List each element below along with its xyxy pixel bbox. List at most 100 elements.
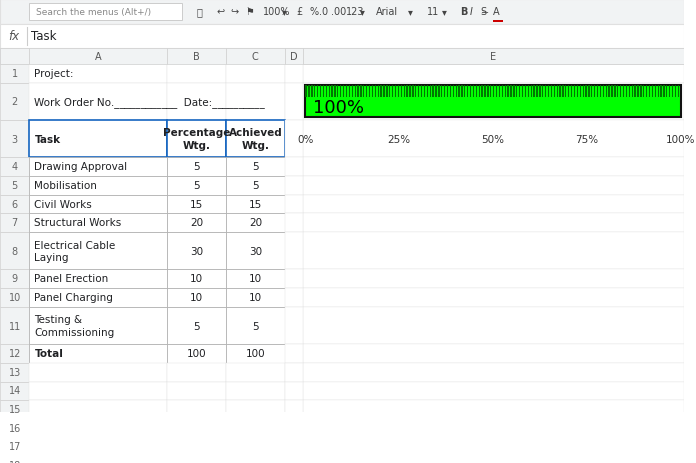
Bar xyxy=(0,177,683,195)
Bar xyxy=(0,419,29,438)
Bar xyxy=(0,65,29,83)
Text: Panel Charging: Panel Charging xyxy=(34,293,113,302)
Bar xyxy=(565,86,567,98)
Text: 20: 20 xyxy=(190,218,203,228)
Text: 5: 5 xyxy=(252,181,259,191)
Bar xyxy=(167,270,226,288)
Bar xyxy=(441,86,443,98)
Bar xyxy=(545,86,546,98)
Bar xyxy=(649,86,650,98)
Bar xyxy=(340,86,341,98)
Bar xyxy=(351,86,353,98)
Bar xyxy=(29,177,167,195)
Bar xyxy=(167,344,226,363)
Bar xyxy=(285,307,303,344)
Bar xyxy=(354,86,356,98)
Text: 10: 10 xyxy=(8,293,21,302)
Bar xyxy=(0,83,683,121)
Bar xyxy=(519,86,521,98)
Bar xyxy=(533,86,535,98)
Bar xyxy=(510,86,512,98)
Text: 100%: 100% xyxy=(263,7,291,18)
Text: 5: 5 xyxy=(193,181,200,191)
Bar xyxy=(580,86,581,98)
Bar xyxy=(528,86,529,98)
Text: Structural Works: Structural Works xyxy=(34,218,122,228)
Bar xyxy=(0,158,683,177)
Bar xyxy=(502,86,503,98)
Text: 16: 16 xyxy=(8,423,21,433)
Text: 10: 10 xyxy=(248,274,262,284)
Bar xyxy=(226,158,285,177)
Text: ▾: ▾ xyxy=(361,7,365,18)
Bar xyxy=(29,65,167,83)
Bar xyxy=(331,86,333,98)
Bar xyxy=(651,86,653,98)
Bar xyxy=(285,438,303,457)
Bar xyxy=(167,307,226,344)
Text: A: A xyxy=(95,52,102,62)
Text: ↩: ↩ xyxy=(216,7,224,18)
Bar xyxy=(577,86,578,98)
Bar xyxy=(0,232,683,270)
Bar xyxy=(167,83,226,121)
Text: 7: 7 xyxy=(12,218,18,228)
Text: %: % xyxy=(310,7,319,18)
Bar xyxy=(0,177,29,195)
Text: 10: 10 xyxy=(190,274,203,284)
Bar xyxy=(638,86,639,98)
Bar xyxy=(553,86,555,98)
Bar xyxy=(167,195,226,214)
Bar xyxy=(303,419,683,438)
Bar xyxy=(285,49,303,65)
Bar xyxy=(493,86,494,98)
Text: ↪: ↪ xyxy=(231,7,239,18)
Text: Project:: Project: xyxy=(34,69,74,79)
Bar xyxy=(447,86,448,98)
Bar xyxy=(548,86,549,98)
Bar xyxy=(226,177,285,195)
Text: 17: 17 xyxy=(8,442,21,451)
Bar xyxy=(631,86,633,98)
Bar xyxy=(226,363,285,382)
Bar xyxy=(0,419,683,438)
Bar xyxy=(0,457,683,463)
Text: Mobilisation: Mobilisation xyxy=(34,181,97,191)
Bar xyxy=(0,121,29,158)
Bar xyxy=(303,400,683,419)
Text: 2: 2 xyxy=(12,97,18,107)
Bar xyxy=(588,86,590,98)
Bar xyxy=(167,214,226,232)
Bar xyxy=(29,214,167,232)
Bar xyxy=(285,288,303,307)
Bar xyxy=(409,86,411,98)
Text: ▾: ▾ xyxy=(442,7,447,18)
Bar xyxy=(392,86,393,98)
Bar xyxy=(29,344,167,363)
Bar xyxy=(0,363,683,382)
Bar xyxy=(303,270,683,288)
Bar xyxy=(308,86,310,98)
Bar xyxy=(585,86,587,98)
Bar xyxy=(226,438,285,457)
Bar xyxy=(29,49,167,65)
Bar xyxy=(303,457,683,463)
Bar xyxy=(0,65,683,83)
Text: Percentage
Wtg.: Percentage Wtg. xyxy=(163,128,230,150)
Text: 5: 5 xyxy=(252,162,259,172)
Bar xyxy=(29,288,167,307)
Bar xyxy=(424,86,425,98)
Bar xyxy=(361,86,362,98)
Text: Total: Total xyxy=(34,348,63,358)
Bar xyxy=(479,86,480,98)
Bar xyxy=(29,4,182,21)
Text: 100: 100 xyxy=(187,348,206,358)
Text: 5: 5 xyxy=(12,181,18,191)
Text: 6: 6 xyxy=(12,199,18,209)
Bar xyxy=(482,86,483,98)
Bar xyxy=(412,86,413,98)
Bar xyxy=(285,214,303,232)
Bar xyxy=(0,0,683,25)
Bar xyxy=(334,86,335,98)
Text: Civil Works: Civil Works xyxy=(34,199,92,209)
